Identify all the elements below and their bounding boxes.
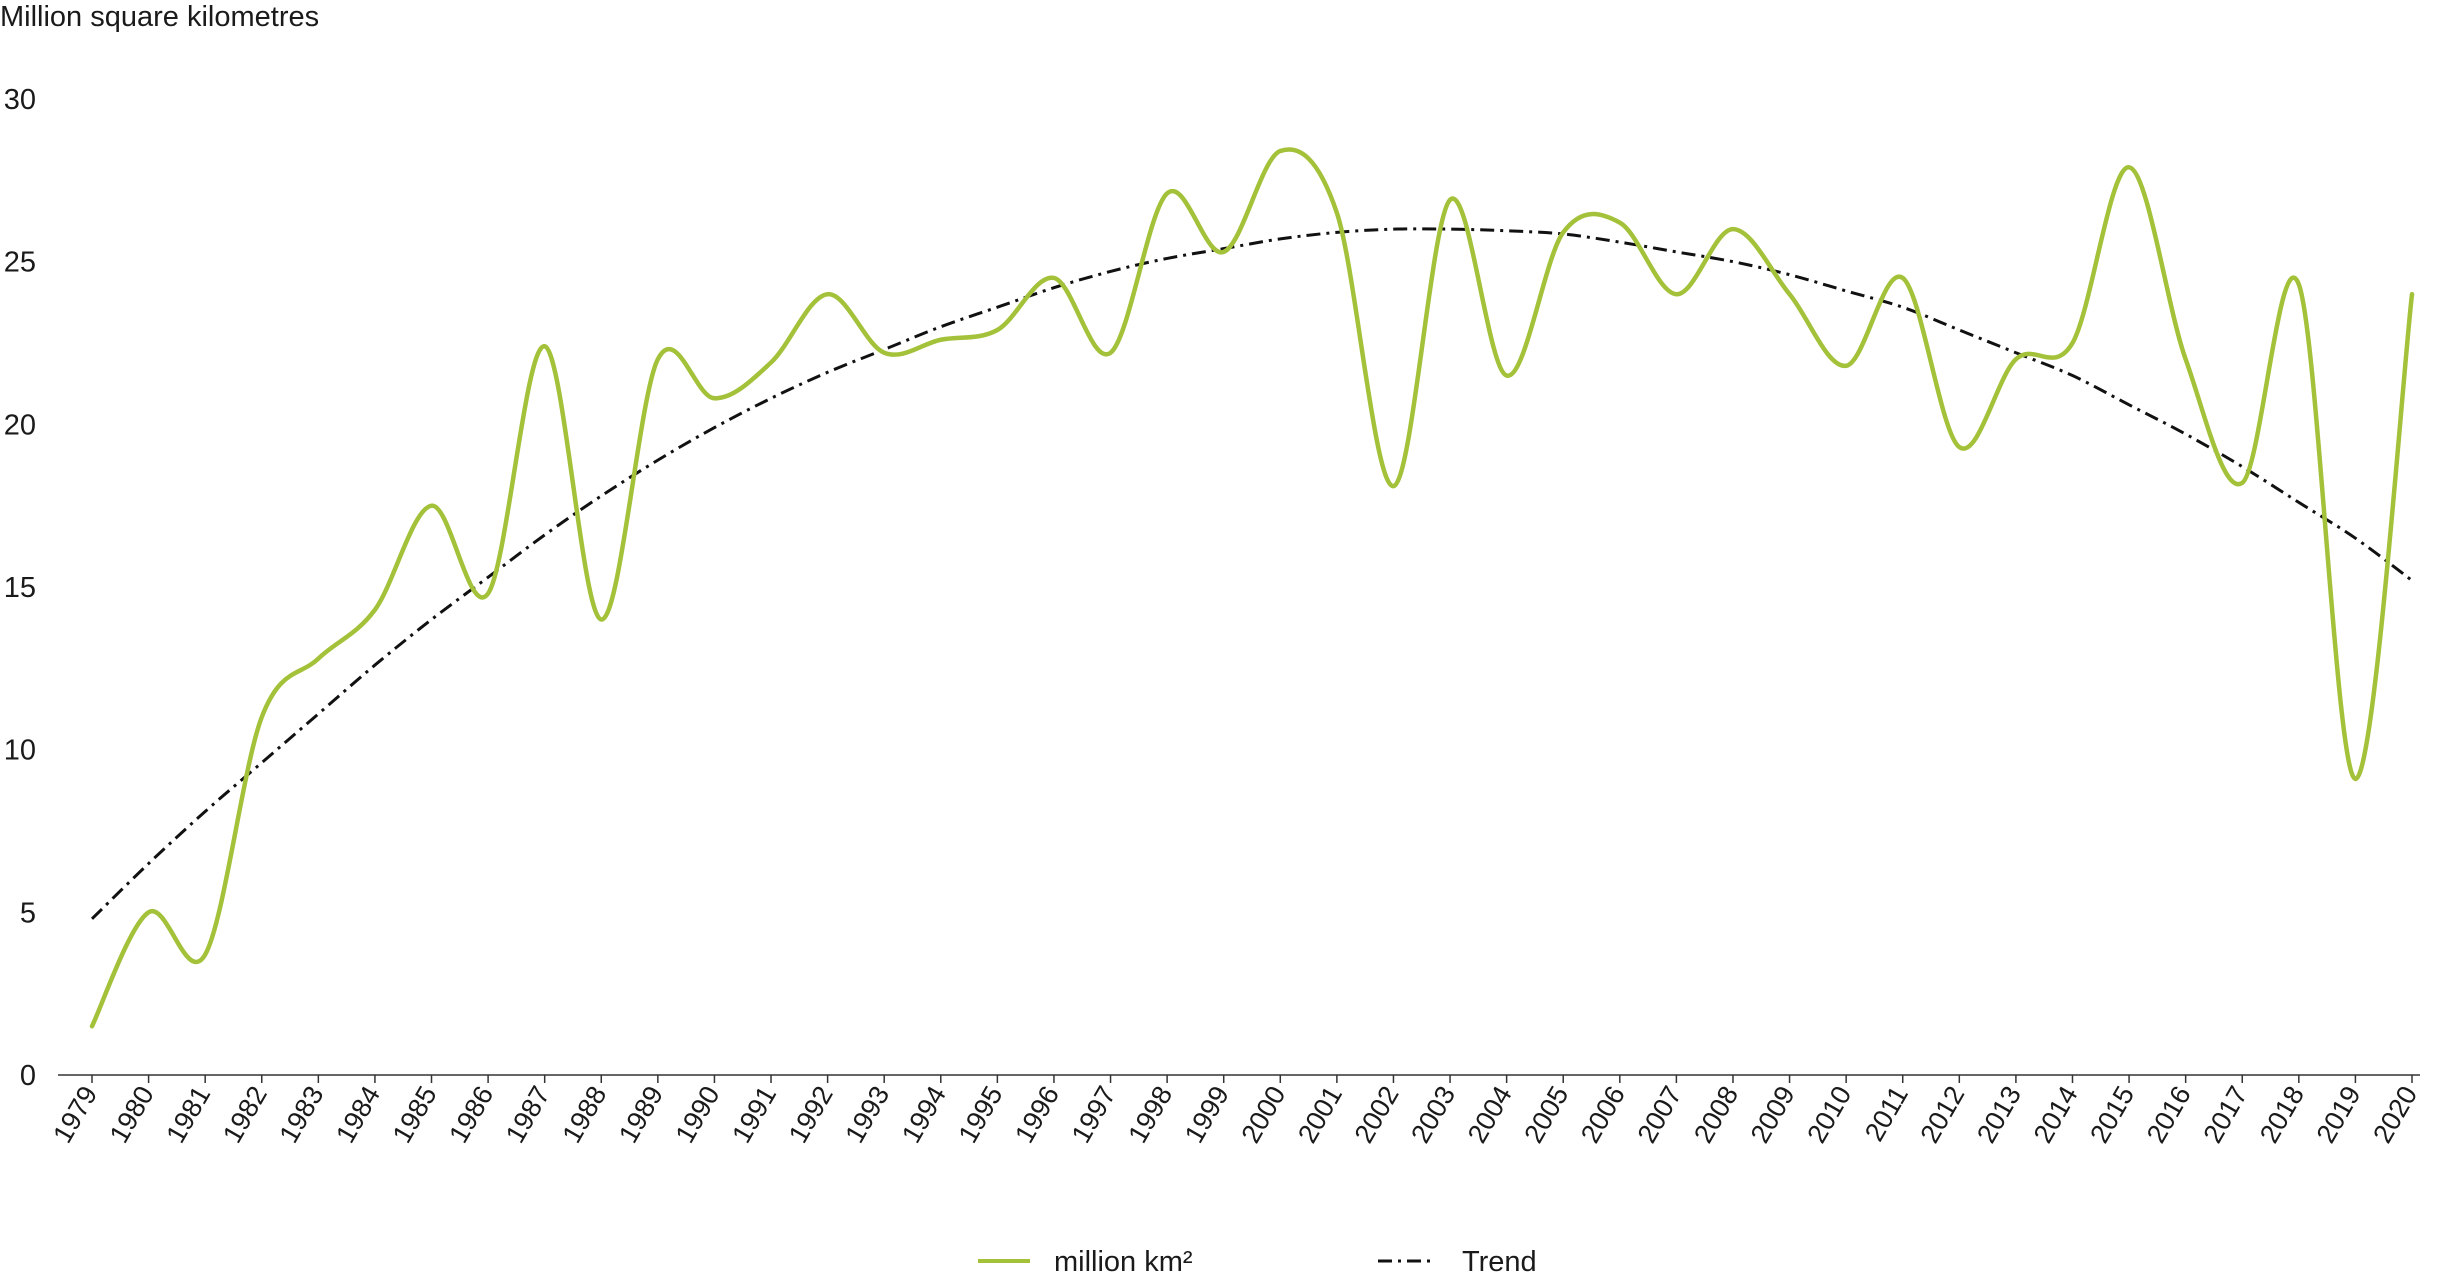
x-tick-label: 2017	[2197, 1081, 2253, 1148]
x-tick-label: 2011	[1859, 1081, 1914, 1146]
series-line-million-km2	[89, 147, 2415, 1029]
x-tick-label: 1989	[613, 1081, 669, 1148]
x-tick-label: 1988	[556, 1081, 612, 1148]
x-tick-label: 1980	[104, 1081, 160, 1148]
x-tick-label: 1987	[500, 1081, 556, 1148]
y-axis: 0 5 10 15 20 25 30	[4, 84, 36, 1092]
x-tick-label: 2012	[1914, 1081, 1970, 1148]
x-tick-label: 2016	[2141, 1081, 2197, 1148]
x-tick-label: 2003	[1405, 1081, 1461, 1148]
x-tick-label: 1999	[1179, 1081, 1235, 1148]
y-tick-label: 30	[4, 84, 36, 116]
y-tick-label: 0	[20, 1060, 36, 1092]
x-tick-label: 2008	[1688, 1081, 1744, 1148]
x-tick-label: 1986	[443, 1081, 499, 1148]
x-tick-label: 2018	[2254, 1081, 2310, 1148]
x-tick-label: 1984	[330, 1081, 386, 1148]
x-tick-label: 1979	[47, 1081, 103, 1148]
x-tick-label: 2020	[2367, 1081, 2423, 1148]
x-tick-label: 2007	[1632, 1081, 1688, 1148]
y-tick-label: 15	[4, 572, 36, 604]
x-tick-label: 2001	[1292, 1081, 1348, 1148]
x-tick-label: 1981	[160, 1081, 216, 1148]
x-axis: 1979 1980 1981 1982 1983 1984 1985 1986 1987 1988…	[47, 1075, 2423, 1148]
series-line-trend	[90, 227, 2413, 920]
y-tick-label: 20	[4, 409, 36, 441]
legend-label-series-1: million km²	[1054, 1246, 1193, 1278]
x-tick-label: 2004	[1462, 1081, 1518, 1148]
x-tick-label: 2019	[2311, 1081, 2367, 1148]
x-tick-label: 1996	[1009, 1081, 1065, 1148]
legend-label-trend: Trend	[1462, 1246, 1537, 1278]
y-tick-label: 25	[4, 247, 36, 279]
x-tick-label: 1994	[896, 1081, 952, 1148]
y-axis-label: Million square kilometres	[0, 1, 319, 33]
x-tick-label: 1982	[217, 1081, 273, 1148]
x-tick-label: 2013	[1971, 1081, 2027, 1148]
x-tick-label: 1993	[839, 1081, 895, 1148]
series-layer	[89, 147, 2415, 1029]
x-tick-label: 1985	[387, 1081, 443, 1148]
x-tick-label: 1998	[1122, 1081, 1178, 1148]
x-tick-label: 1992	[783, 1081, 839, 1148]
legend-item-series-1: million km²	[978, 1246, 1193, 1278]
x-tick-label: 1995	[953, 1081, 1009, 1148]
x-tick-label: 2006	[1575, 1081, 1631, 1148]
x-tick-label: 1990	[670, 1081, 726, 1148]
y-tick-label: 10	[4, 735, 36, 767]
x-tick-label: 2005	[1518, 1081, 1574, 1148]
x-tick-label: 2009	[1745, 1081, 1801, 1148]
legend: million km² Trend	[978, 1246, 1537, 1278]
x-tick-label: 2000	[1235, 1081, 1291, 1148]
x-tick-label: 1997	[1066, 1081, 1122, 1148]
x-tick-label: 1991	[726, 1081, 782, 1148]
x-tick-label: 2010	[1801, 1081, 1857, 1148]
x-tick-label: 2015	[2084, 1081, 2140, 1148]
x-tick-label: 2014	[2028, 1081, 2084, 1148]
x-tick-label: 2002	[1349, 1081, 1405, 1148]
legend-item-trend: Trend	[1378, 1246, 1537, 1278]
y-tick-label: 5	[20, 897, 36, 929]
x-tick-label: 1983	[274, 1081, 330, 1148]
